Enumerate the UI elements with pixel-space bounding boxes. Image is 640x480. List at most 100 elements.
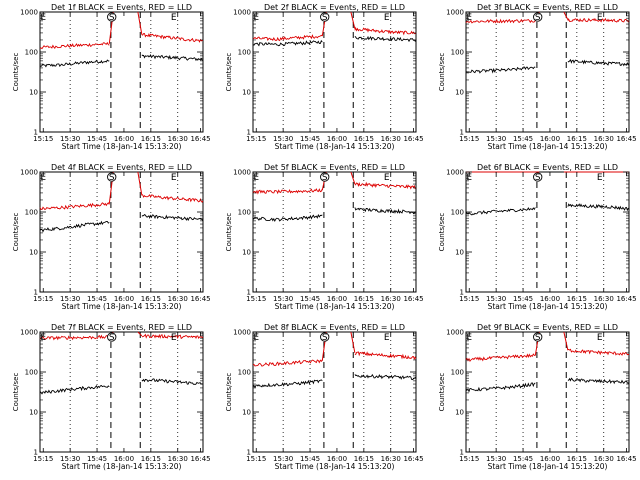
event-marker-e: E (253, 173, 259, 183)
x-tick-label: 16:45 (616, 455, 636, 463)
x-tick-label: 15:15 (459, 295, 479, 303)
events-series-line (465, 207, 536, 216)
events-series-line (252, 39, 323, 47)
plot-frame (252, 11, 417, 133)
y-tick-label: 10 (242, 249, 251, 257)
y-tick-label: 100 (25, 209, 38, 217)
event-marker-s: S (322, 333, 328, 343)
lld-series-line (141, 33, 204, 43)
plot-frame (465, 331, 630, 453)
x-tick-label: 16:30 (594, 135, 614, 143)
x-tick-label: 15:15 (33, 295, 53, 303)
x-tick-label: 15:45 (87, 455, 107, 463)
lld-series-line (39, 334, 110, 341)
events-series-line (141, 378, 204, 385)
lld-series-line (39, 202, 110, 211)
y-tick-label: 1000 (20, 329, 38, 337)
marker-circle (107, 172, 117, 182)
y-axis-label: Counts/sec (438, 53, 446, 92)
x-tick-label: 16:00 (540, 295, 560, 303)
events-series-line (39, 220, 110, 233)
x-tick-label: 16:45 (403, 135, 423, 143)
events-series-line (354, 35, 417, 43)
y-tick-label: 1000 (233, 169, 251, 177)
x-tick-label: 16:15 (567, 135, 587, 143)
plot-frame (39, 11, 204, 133)
plot-frame (465, 11, 630, 133)
x-tick-label: 16:00 (540, 135, 560, 143)
event-marker-e: E (171, 13, 177, 23)
marker-circle (533, 332, 543, 342)
x-axis-label: Start Time (18-Jan-14 15:13:20) (275, 302, 395, 311)
x-tick-label: 15:30 (486, 295, 506, 303)
x-tick-label: 15:30 (273, 455, 293, 463)
chart-title: Det 4f BLACK = Events, RED = LLD (51, 163, 192, 172)
y-tick-label: 1 (247, 129, 251, 137)
event-marker-s: S (109, 173, 115, 183)
y-tick-label: 1 (460, 129, 464, 137)
event-marker-e: E (171, 173, 177, 183)
x-tick-label: 16:15 (567, 455, 587, 463)
y-tick-label: 1000 (233, 329, 251, 337)
x-axis-label: Start Time (18-Jan-14 15:13:20) (62, 142, 182, 151)
chart-title: Det 2f BLACK = Events, RED = LLD (264, 3, 405, 12)
x-axis-label: Start Time (18-Jan-14 15:13:20) (488, 142, 608, 151)
lld-series-line (141, 194, 204, 203)
x-tick-label: 15:15 (246, 295, 266, 303)
x-tick-label: 16:00 (114, 295, 134, 303)
marker-circle (533, 172, 543, 182)
y-axis-label: Counts/sec (225, 213, 233, 252)
y-tick-label: 1 (34, 129, 38, 137)
y-tick-label: 100 (238, 369, 251, 377)
y-tick-label: 1 (247, 449, 251, 457)
event-marker-e: E (597, 173, 603, 183)
event-marker-s: S (535, 173, 541, 183)
x-axis-label: Start Time (18-Jan-14 15:13:20) (62, 462, 182, 471)
marker-circle (533, 12, 543, 22)
event-marker-s: S (109, 333, 115, 343)
y-axis-label: Counts/sec (12, 373, 20, 412)
events-series-line (567, 58, 630, 67)
y-tick-label: 1 (247, 289, 251, 297)
event-marker-s: S (109, 13, 115, 23)
events-series-line (39, 384, 110, 395)
y-tick-label: 10 (242, 409, 251, 417)
y-tick-label: 1000 (20, 9, 38, 17)
event-marker-e: E (466, 333, 472, 343)
y-tick-label: 1000 (446, 329, 464, 337)
marker-circle (320, 172, 330, 182)
x-axis-label: Start Time (18-Jan-14 15:13:20) (62, 302, 182, 311)
event-marker-e: E (384, 333, 390, 343)
lld-series-line (39, 41, 110, 50)
x-axis-label: Start Time (18-Jan-14 15:13:20) (275, 142, 395, 151)
event-marker-e: E (466, 13, 472, 23)
y-axis-label: Counts/sec (12, 213, 20, 252)
y-tick-label: 1000 (20, 169, 38, 177)
y-tick-label: 1000 (446, 169, 464, 177)
x-tick-label: 16:30 (381, 455, 401, 463)
x-tick-label: 15:45 (87, 135, 107, 143)
plot-frame (465, 171, 630, 293)
events-series-line (465, 66, 536, 74)
x-tick-label: 15:45 (300, 455, 320, 463)
marker-circle (320, 332, 330, 342)
x-tick-label: 16:30 (594, 455, 614, 463)
event-marker-s: S (535, 13, 541, 23)
x-tick-label: 15:45 (300, 135, 320, 143)
x-tick-label: 15:45 (513, 135, 533, 143)
chart-title: Det 5f BLACK = Events, RED = LLD (264, 163, 405, 172)
chart-title: Det 3f BLACK = Events, RED = LLD (477, 3, 618, 12)
x-tick-label: 15:45 (513, 455, 533, 463)
y-tick-label: 1 (460, 289, 464, 297)
y-axis-label: Counts/sec (12, 53, 20, 92)
y-tick-label: 100 (238, 209, 251, 217)
events-series-line (354, 373, 417, 381)
event-marker-e: E (40, 13, 46, 23)
x-tick-label: 15:45 (513, 295, 533, 303)
x-tick-label: 16:30 (168, 135, 188, 143)
